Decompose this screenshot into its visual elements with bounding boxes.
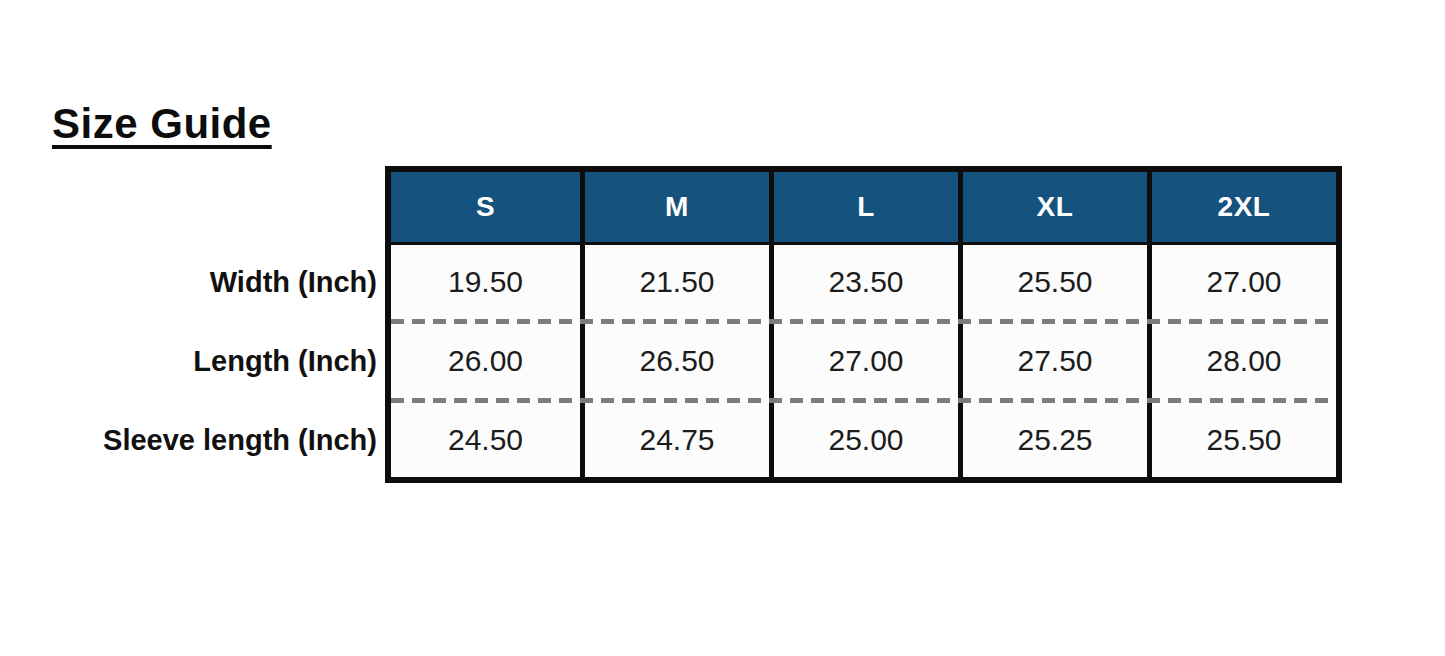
cell-length-2xl: 28.00 [1147, 324, 1336, 398]
row-labels-column: Width (Inch) Length (Inch) Sleeve length… [52, 166, 385, 477]
cell-length-xl: 27.50 [958, 324, 1147, 398]
labels-spacer [52, 166, 385, 245]
cell-width-xl: 25.50 [958, 245, 1147, 319]
cell-sleeve-s: 24.50 [391, 403, 580, 477]
cell-sleeve-2xl: 25.50 [1147, 403, 1336, 477]
cell-length-s: 26.00 [391, 324, 580, 398]
column-header-s: S [391, 172, 580, 245]
column-header-l: L [769, 172, 958, 245]
cell-width-s: 19.50 [391, 245, 580, 319]
cell-width-2xl: 27.00 [1147, 245, 1336, 319]
row-label-length: Length (Inch) [52, 324, 385, 398]
column-header-m: M [580, 172, 769, 245]
row-label-width: Width (Inch) [52, 245, 385, 319]
page-title: Size Guide [52, 100, 272, 148]
size-table: S M L XL 2XL 19.50 21.50 23.50 25.50 27.… [385, 166, 1342, 483]
column-header-xl: XL [958, 172, 1147, 245]
cell-length-l: 27.00 [769, 324, 958, 398]
cell-sleeve-xl: 25.25 [958, 403, 1147, 477]
row-label-sleeve: Sleeve length (Inch) [52, 403, 385, 477]
cell-sleeve-m: 24.75 [580, 403, 769, 477]
cell-width-m: 21.50 [580, 245, 769, 319]
cell-length-m: 26.50 [580, 324, 769, 398]
size-guide-table: Width (Inch) Length (Inch) Sleeve length… [52, 166, 1342, 483]
cell-sleeve-l: 25.00 [769, 403, 958, 477]
cell-width-l: 23.50 [769, 245, 958, 319]
column-header-2xl: 2XL [1147, 172, 1336, 245]
